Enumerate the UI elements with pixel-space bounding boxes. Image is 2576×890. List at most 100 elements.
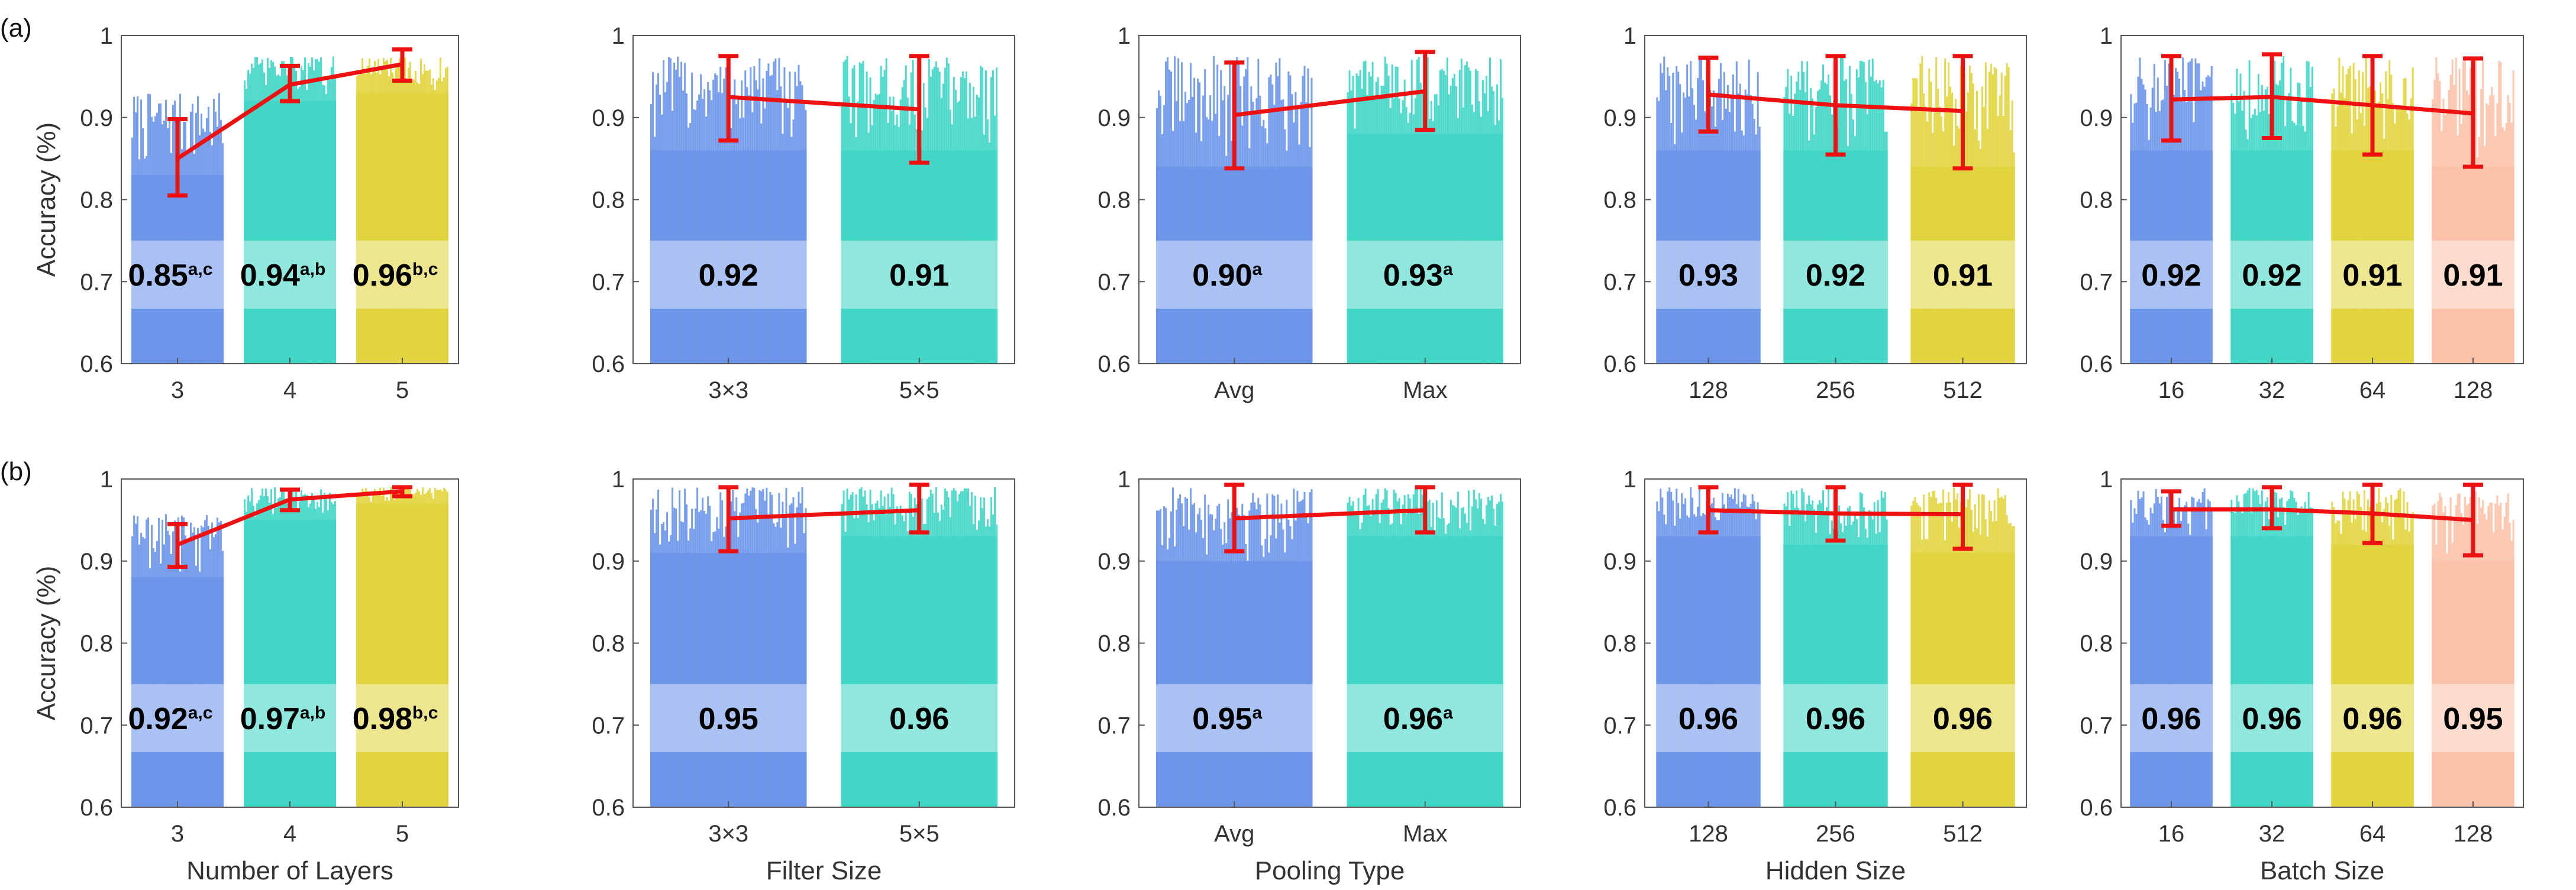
x-tick-label: 256: [1816, 821, 1855, 847]
y-tick-label: 0.7: [592, 713, 625, 739]
error-bar-0: [167, 522, 188, 569]
y-tick-label: 1: [1118, 467, 1131, 493]
x-tick-label: 4: [283, 821, 296, 847]
mean-label: 0.96: [2342, 702, 2402, 736]
error-bar-1: [1415, 485, 1435, 535]
x-tick-label: 3: [171, 821, 184, 847]
y-tick-label: 0.6: [1097, 351, 1131, 377]
y-tick-label: 0.6: [1097, 795, 1131, 821]
mean-band: [2230, 684, 2313, 753]
plot-area: [1156, 56, 1503, 364]
y-tick-label: 1: [612, 467, 625, 493]
plot-area: [650, 56, 998, 364]
bar-2: [356, 57, 448, 364]
mean-label: 0.91: [2443, 258, 2503, 293]
x-tick-label: 256: [1816, 377, 1855, 403]
bar-1: [2230, 56, 2313, 364]
error-bar-2: [392, 47, 412, 83]
mean-band: [131, 240, 224, 309]
y-tick-label: 0.9: [2080, 549, 2113, 575]
error-bar-2: [1952, 483, 1973, 551]
y-tick-label: 0.6: [1603, 351, 1636, 377]
x-tick-label: 64: [2359, 821, 2386, 847]
mean-line: [1234, 89, 1426, 118]
error-bar-1: [909, 54, 929, 165]
mean-band: [1347, 684, 1503, 753]
error-bar-1: [1825, 54, 1846, 157]
mean-label: 0.96a: [1383, 702, 1453, 736]
mean-label: 0.96: [1933, 702, 1993, 736]
plot-area: [1656, 487, 2015, 807]
mean-band: [841, 240, 998, 309]
mean-band: [2230, 240, 2313, 309]
y-tick-label: 0.6: [2080, 795, 2113, 821]
mean-label: 0.96: [889, 702, 949, 736]
error-bar-2: [392, 485, 412, 499]
x-axis-label: Batch Size: [2260, 856, 2384, 885]
plot-area: [2130, 56, 2514, 364]
bar-2: [2331, 488, 2414, 807]
mean-label: 0.95: [699, 702, 758, 736]
panel-9: 0.6 0.7 0.8 0.9 1 16 32 64 128 0.96 0.96 0.96 0.95 Ba…: [2080, 467, 2524, 885]
x-tick-label: 3×3: [708, 377, 748, 403]
y-tick-label: 0.8: [1097, 631, 1131, 657]
x-tick-label: 64: [2359, 377, 2386, 403]
y-tick-label: 0.6: [592, 351, 625, 377]
mean-band: [841, 684, 998, 753]
y-axis-label: Accuracy (%): [32, 566, 61, 721]
y-tick-label: 1: [612, 23, 625, 49]
error-bar-2: [1952, 54, 1973, 171]
mean-band: [244, 240, 336, 309]
x-tick-label: 5×5: [899, 377, 940, 403]
bar-1: [1783, 488, 1888, 807]
mean-label: 0.93a: [1383, 258, 1453, 293]
bar-1: [244, 487, 336, 807]
x-tick-label: 512: [1943, 377, 1983, 403]
mean-label: 0.92: [1806, 258, 1865, 293]
plot-area: [2130, 488, 2514, 807]
error-bar-0: [1698, 485, 1719, 535]
bar-0: [2130, 488, 2213, 807]
mean-label: 0.92: [699, 258, 758, 293]
mean-label: 0.92: [2242, 258, 2301, 293]
bar-0: [650, 487, 807, 807]
x-tick-label: 3: [171, 377, 184, 403]
y-tick-label: 0.6: [1603, 795, 1636, 821]
x-axis-label: Filter Size: [766, 856, 882, 885]
mean-band: [1156, 240, 1313, 309]
y-tick-label: 0.9: [1603, 549, 1636, 575]
mean-band: [2130, 240, 2213, 309]
x-tick-label: 3×3: [708, 821, 748, 847]
error-bar-0: [718, 54, 739, 143]
y-tick-label: 0.9: [592, 105, 625, 131]
bar-0: [1656, 487, 1761, 807]
mean-band: [650, 240, 807, 309]
mean-label: 0.96: [2141, 702, 2201, 736]
y-tick-label: 0.7: [1603, 269, 1636, 295]
mean-band: [650, 684, 807, 753]
bar-1: [2230, 488, 2313, 807]
error-bar-3: [2463, 483, 2483, 558]
chart-panels: 0.60.70.80.913 4 50.85a,c 0.94a,b 0.96b,cAcc…: [32, 23, 2524, 885]
error-bar-0: [1224, 60, 1245, 171]
mean-band: [2130, 684, 2213, 753]
mean-band: [1783, 684, 1888, 753]
y-tick-label: 0.7: [1097, 269, 1131, 295]
panel-0: 0.60.70.80.913 4 50.85a,c 0.94a,b 0.96b,cAcc…: [32, 23, 459, 403]
x-tick-label: 5: [396, 821, 409, 847]
row-label-a: (a): [0, 14, 32, 43]
plot-area: [1656, 56, 2015, 364]
y-tick-label: 1: [100, 467, 113, 493]
mean-band: [131, 684, 224, 753]
mean-label: 0.96: [1806, 702, 1865, 736]
y-tick-label: 0.7: [1603, 713, 1636, 739]
error-bar-2: [2362, 483, 2383, 545]
error-bar-1: [280, 487, 300, 513]
y-tick-label: 0.8: [592, 187, 625, 213]
error-bar-1: [2262, 485, 2282, 530]
mean-band: [1347, 240, 1503, 309]
y-tick-label: 0.8: [1603, 187, 1636, 213]
mean-band: [2331, 240, 2414, 309]
mean-band: [1656, 240, 1761, 309]
mean-label: 0.90a: [1192, 258, 1262, 293]
